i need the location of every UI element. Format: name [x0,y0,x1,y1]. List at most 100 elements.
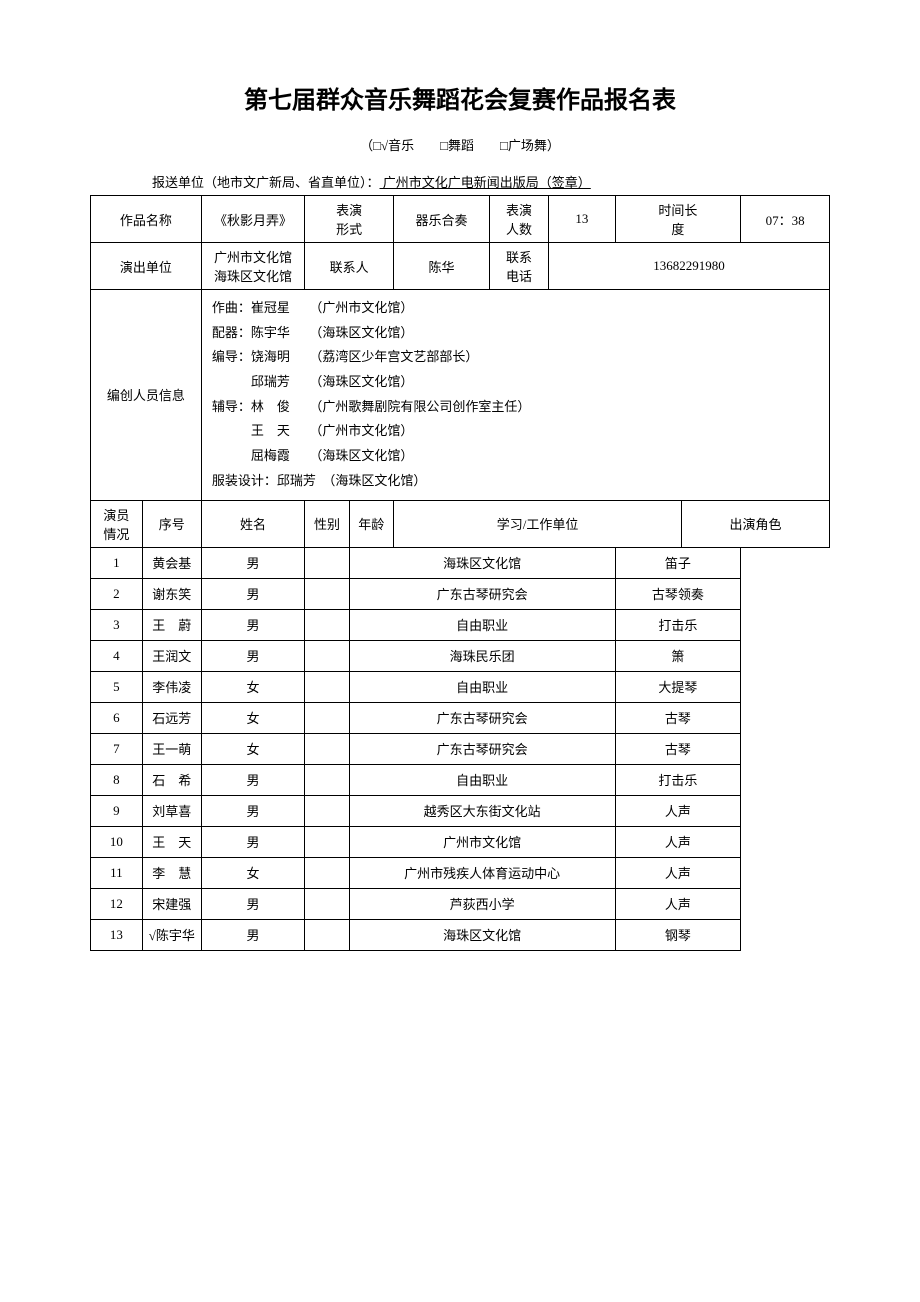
cell-gender: 男 [201,764,304,795]
cell-age [305,547,349,578]
cell-age [305,609,349,640]
th-workplace: 学习/工作单位 [393,500,681,547]
cell-seq: 7 [91,733,143,764]
cell-name: 李伟凌 [142,671,201,702]
table-row: 10王 天男 广州市文化馆人声 [91,826,830,857]
staff-line: 王 天 （广州市文化馆） [212,419,819,444]
value-perf-form: 器乐合奏 [393,196,489,243]
cell-age [305,733,349,764]
staff-line: 配器：陈宇华 （海珠区文化馆） [212,321,819,346]
cell-seq: 6 [91,702,143,733]
th-name: 姓名 [201,500,304,547]
cell-seq: 2 [91,578,143,609]
cell-role: 古琴 [615,733,741,764]
table-row: 1黄会基男海珠区文化馆笛子 [91,547,830,578]
cell-age [305,826,349,857]
cell-role: 箫 [615,640,741,671]
cell-workplace: 广东古琴研究会 [349,733,615,764]
cell-role: 古琴领奏 [615,578,741,609]
label-perf-count: 表演 人数 [490,196,549,243]
label-actors: 演员 情况 [91,500,143,547]
cell-seq: 13 [91,919,143,950]
cell-workplace: 芦荻西小学 [349,888,615,919]
label-contact-person: 联系人 [305,243,394,290]
cell-age [305,919,349,950]
cell-gender: 女 [201,857,304,888]
cell-role: 人声 [615,888,741,919]
cell-seq: 10 [91,826,143,857]
cell-gender: 女 [201,671,304,702]
cell-workplace: 广东古琴研究会 [349,578,615,609]
cell-gender: 男 [201,795,304,826]
cell-role: 人声 [615,795,741,826]
row-actors-header: 演员 情况 序号 姓名 性别 年龄 学习/工作单位 出演角色 [91,500,830,547]
cell-age [305,702,349,733]
cell-gender: 女 [201,702,304,733]
cell-gender: 男 [201,640,304,671]
cell-gender: 男 [201,609,304,640]
cell-role: 人声 [615,826,741,857]
staff-line: 屈梅霞 （海珠区文化馆） [212,444,819,469]
staff-line: 服装设计：邱瑞芳 （海珠区文化馆） [212,469,819,494]
registration-table: 作品名称 《秋影月弄》 表演 形式 器乐合奏 表演 人数 13 时间长 度 07… [90,195,830,951]
cell-workplace: 自由职业 [349,671,615,702]
staff-line: 作曲：崔冠星 （广州市文化馆） [212,296,819,321]
table-row: 6石远芳女 广东古琴研究会古琴 [91,702,830,733]
value-contact-phone: 13682291980 [549,243,830,290]
cell-name: 黄会基 [142,547,201,578]
label-perf-form: 表演 形式 [305,196,394,243]
label-contact-phone: 联系 电话 [490,243,549,290]
cell-name: 王 天 [142,826,201,857]
cell-seq: 11 [91,857,143,888]
table-row: 13√陈宇华男海珠区文化馆钢琴 [91,919,830,950]
cell-workplace: 广东古琴研究会 [349,702,615,733]
cell-workplace: 自由职业 [349,609,615,640]
cell-age [305,578,349,609]
cell-age [305,764,349,795]
cell-gender: 女 [201,733,304,764]
cell-workplace: 自由职业 [349,764,615,795]
cell-gender: 男 [201,826,304,857]
cell-seq: 4 [91,640,143,671]
page-title: 第七届群众音乐舞蹈花会复赛作品报名表 [90,80,830,115]
cell-age [305,671,349,702]
row-staff-info: 编创人员信息 作曲：崔冠星 （广州市文化馆）配器：陈宇华 （海珠区文化馆）编导：… [91,290,830,501]
cell-name: 石远芳 [142,702,201,733]
cell-gender: 男 [201,888,304,919]
cell-role: 人声 [615,857,741,888]
cell-name: 刘草喜 [142,795,201,826]
table-row: 12宋建强男芦荻西小学人声 [91,888,830,919]
label-work-name: 作品名称 [91,196,202,243]
cell-seq: 8 [91,764,143,795]
cell-gender: 男 [201,547,304,578]
th-age: 年龄 [349,500,393,547]
cell-workplace: 广州市文化馆 [349,826,615,857]
reporter-prefix: 报送单位（地市文广新局、省直单位）： [152,175,380,190]
cell-role: 笛子 [615,547,741,578]
cell-gender: 男 [201,919,304,950]
table-row: 9刘草喜男越秀区大东街文化站人声 [91,795,830,826]
row-perf-unit: 演出单位 广州市文化馆 海珠区文化馆 联系人 陈华 联系 电话 13682291… [91,243,830,290]
label-duration: 时间长 度 [615,196,741,243]
cell-role: 钢琴 [615,919,741,950]
cell-workplace: 海珠区文化馆 [349,919,615,950]
cell-seq: 12 [91,888,143,919]
table-row: 2谢东笑男广东古琴研究会古琴领奏 [91,578,830,609]
cell-seq: 3 [91,609,143,640]
category-subtitle: （□√音乐 □舞蹈 □广场舞） [90,135,830,154]
cell-name: 王 蔚 [142,609,201,640]
cell-seq: 1 [91,547,143,578]
cell-workplace: 越秀区大东街文化站 [349,795,615,826]
value-perf-unit: 广州市文化馆 海珠区文化馆 [201,243,304,290]
cell-role: 古琴 [615,702,741,733]
cell-role: 打击乐 [615,609,741,640]
th-gender: 性别 [305,500,349,547]
staff-line: 编导：饶海明 （荔湾区少年宫文艺部部长） [212,345,819,370]
label-perf-unit: 演出单位 [91,243,202,290]
table-row: 3王 蔚男 自由职业打击乐 [91,609,830,640]
table-row: 4王润文男海珠民乐团箫 [91,640,830,671]
cell-name: 石 希 [142,764,201,795]
cell-gender: 男 [201,578,304,609]
reporter-unit: 广州市文化广电新闻出版局（签章） [380,175,591,190]
label-staff-info: 编创人员信息 [91,290,202,501]
